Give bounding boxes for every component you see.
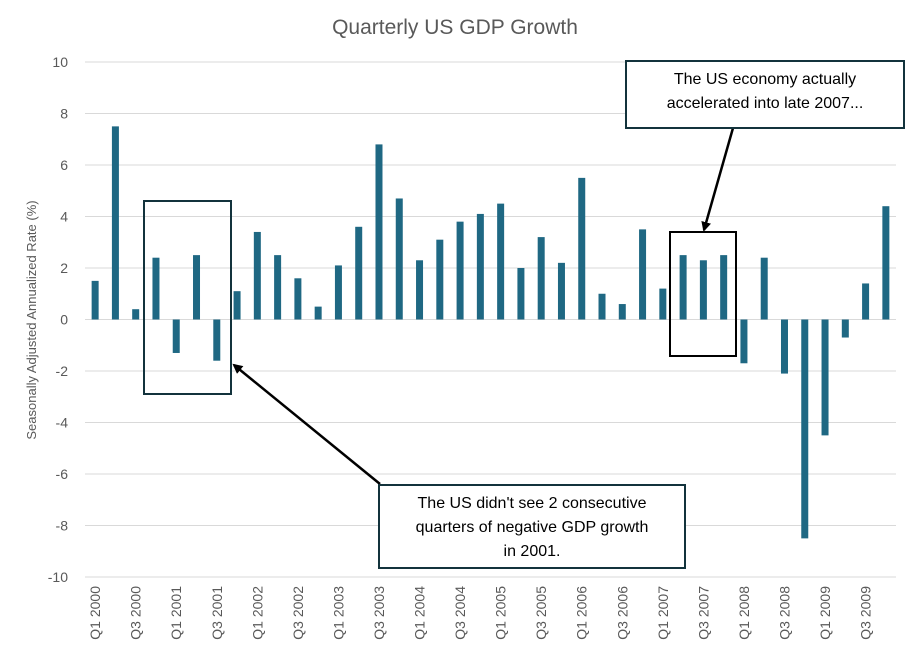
bar [193, 255, 201, 320]
y-axis-label: Seasonally Adjusted Annualized Rate (%) [24, 200, 39, 439]
bar [497, 203, 505, 320]
bar [213, 319, 221, 361]
annotation-2001-line-3: in 2001. [503, 543, 561, 560]
highlight-box-2007 [669, 231, 737, 357]
bar [517, 268, 525, 320]
bar [294, 278, 302, 320]
bar [233, 291, 241, 320]
annotation-2001: The US didn't see 2 consecutive quarters… [378, 484, 686, 569]
annotation-2001-line-2: quarters of negative GDP growth [415, 519, 649, 536]
bar [720, 255, 728, 320]
bar [882, 206, 890, 320]
annotation-2007-line-2: accelerated into late 2007... [666, 95, 864, 112]
y-tick-label: -6 [56, 466, 69, 482]
bar [152, 257, 160, 320]
chart-title: Quarterly US GDP Growth [332, 16, 578, 39]
bar [172, 319, 180, 353]
bar-series [91, 126, 890, 539]
annotation-2007-line-1: The US economy actually [673, 71, 857, 88]
x-tick-label: Q1 2006 [574, 586, 590, 640]
y-tick-label: 6 [60, 157, 68, 173]
bar [132, 309, 140, 320]
bar [111, 126, 119, 320]
bar [436, 239, 444, 320]
y-tick-label: 0 [60, 312, 68, 328]
x-tick-label: Q3 2001 [209, 586, 225, 640]
arrow-2001 [232, 363, 381, 485]
bar [91, 280, 99, 320]
x-tick-label: Q3 2007 [695, 586, 711, 640]
y-tick-label: 10 [52, 54, 68, 70]
bar [740, 319, 748, 364]
x-tick-label: Q1 2004 [412, 586, 428, 640]
x-tick-label: Q1 2000 [87, 586, 103, 640]
bar [578, 177, 586, 320]
annotation-2007: The US economy actually accelerated into… [625, 60, 905, 129]
bar [780, 319, 788, 374]
y-axis-ticks: -10 -8 -6 -4 -2 0 2 4 6 8 10 [48, 54, 68, 585]
x-tick-label: Q3 2004 [452, 586, 468, 640]
bar [476, 213, 484, 320]
bar [334, 265, 342, 320]
bar [537, 237, 545, 320]
y-tick-label: 2 [60, 260, 68, 276]
x-tick-label: Q1 2003 [330, 586, 346, 640]
x-tick-label: Q1 2002 [249, 586, 265, 640]
x-tick-label: Q3 2000 [128, 586, 144, 640]
x-axis-ticks: Q1 2000 Q3 2000 Q1 2001 Q3 2001 Q1 2002 Q3 20… [87, 586, 873, 640]
x-tick-label: Q3 2002 [290, 586, 306, 640]
x-tick-label: Q3 2005 [533, 586, 549, 640]
x-tick-label: Q3 2006 [614, 586, 630, 640]
bar [862, 283, 870, 320]
y-tick-label: -10 [48, 569, 68, 585]
bar [456, 221, 464, 320]
annotation-2001-line-1: The US didn't see 2 consecutive [417, 495, 647, 512]
bar [659, 288, 667, 320]
bar [557, 262, 565, 320]
arrow-2007 [701, 127, 735, 232]
bar [375, 144, 383, 320]
x-tick-label: Q1 2007 [655, 586, 671, 640]
x-tick-label: Q1 2008 [736, 586, 752, 640]
bar [760, 257, 768, 320]
bar [801, 319, 809, 539]
bar [821, 319, 829, 436]
x-tick-label: Q1 2005 [493, 586, 509, 640]
bar [679, 255, 687, 320]
x-tick-label: Q3 2008 [776, 586, 792, 640]
bar [699, 260, 707, 320]
bar [355, 226, 363, 320]
x-tick-label: Q1 2001 [168, 586, 184, 640]
y-tick-label: 4 [60, 209, 68, 225]
bar [841, 319, 849, 338]
highlight-box-2001 [143, 200, 232, 395]
y-tick-label: -2 [56, 363, 69, 379]
x-tick-label: Q1 2009 [817, 586, 833, 640]
bar [314, 306, 322, 320]
bar [639, 229, 647, 320]
bar [395, 198, 403, 320]
y-tick-label: 8 [60, 106, 68, 122]
y-tick-label: -4 [56, 415, 69, 431]
y-tick-label: -8 [56, 518, 69, 534]
bar [253, 231, 261, 320]
bar [598, 293, 606, 320]
x-tick-label: Q3 2009 [858, 586, 874, 640]
bar [416, 260, 424, 320]
bar [618, 304, 626, 320]
bar [274, 255, 282, 320]
x-tick-label: Q3 2003 [371, 586, 387, 640]
